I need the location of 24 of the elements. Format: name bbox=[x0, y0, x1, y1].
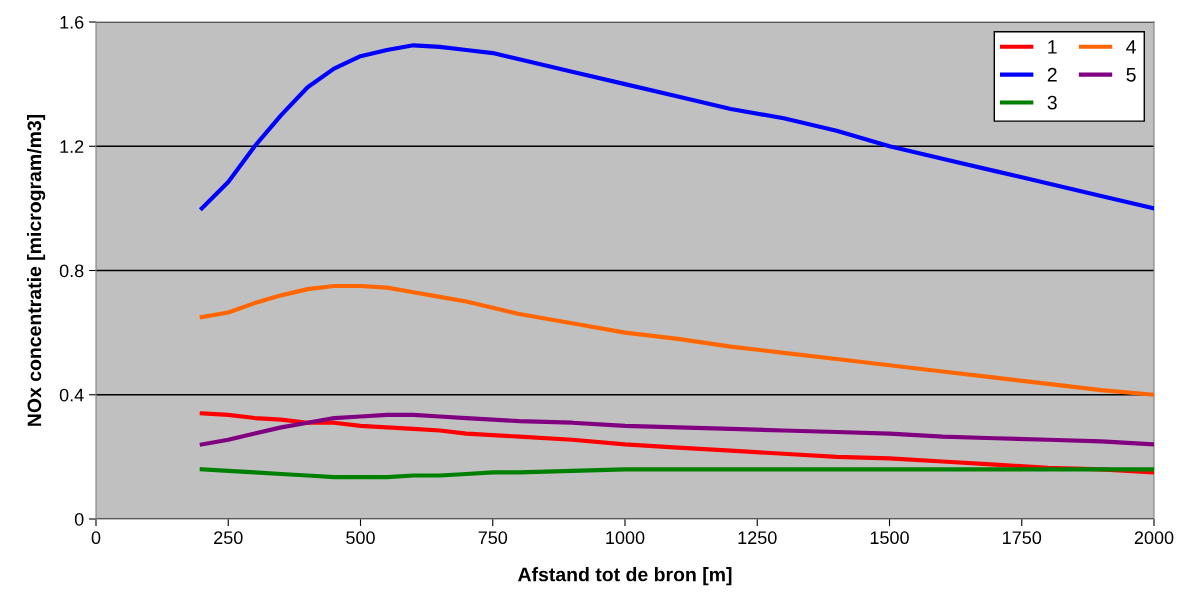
y-tick-label: 0 bbox=[74, 512, 84, 526]
x-tick-label: 1500 bbox=[870, 531, 909, 545]
y-tick-label: 0.8 bbox=[59, 264, 84, 278]
x-tick-label: 1000 bbox=[606, 531, 645, 545]
legend-label: 2 bbox=[1047, 67, 1057, 82]
legend-label: 3 bbox=[1047, 95, 1057, 110]
line-series bbox=[199, 283, 1154, 397]
legend-label: 5 bbox=[1126, 68, 1136, 82]
x-tick-label: 500 bbox=[346, 531, 375, 545]
y-axis-title: NOx concentratie [microgram/m3] bbox=[27, 114, 46, 426]
y-tick-label: 1.2 bbox=[60, 140, 84, 153]
x-tick-label: 0 bbox=[91, 531, 101, 545]
x-tick-label: 250 bbox=[214, 531, 243, 545]
y-tick-label: 1.6 bbox=[60, 15, 84, 29]
y-tick-label: 0.4 bbox=[59, 388, 84, 402]
line-series bbox=[199, 467, 1154, 480]
x-tick-label: 1750 bbox=[1003, 531, 1042, 545]
x-axis-title: Afstand tot de bron [m] bbox=[518, 567, 732, 586]
x-tick-label: 1250 bbox=[738, 531, 777, 545]
x-tick-label: 750 bbox=[478, 531, 508, 545]
legend-label: 1 bbox=[1048, 40, 1057, 54]
line-series bbox=[199, 412, 1154, 447]
x-tick-label: 2000 bbox=[1134, 531, 1174, 545]
legend-label: 4 bbox=[1126, 40, 1136, 54]
